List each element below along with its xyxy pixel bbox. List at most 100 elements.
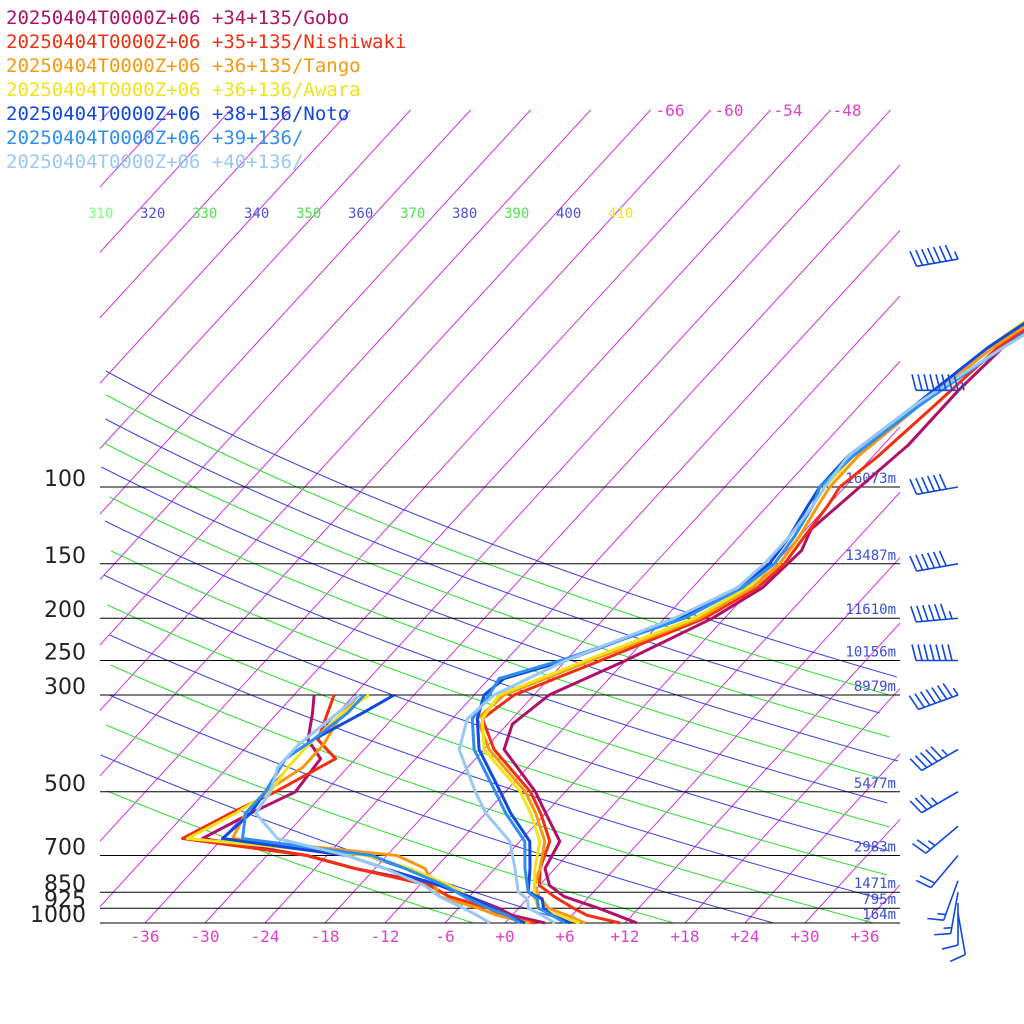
wind-barb-flag xyxy=(927,917,944,922)
wind-barb-flag xyxy=(934,932,951,936)
dewpoint-profiles xyxy=(181,693,546,925)
legend-entry: 20250404T0000Z+06 +40+136/ xyxy=(6,151,303,173)
wind-barb-flag xyxy=(936,685,948,700)
pressure-label: 100 xyxy=(44,467,86,492)
temperature-line xyxy=(502,330,1024,925)
height-label: 13487m xyxy=(845,548,896,564)
isotherm-line xyxy=(504,491,901,924)
legend-entry: 20250404T0000Z+06 +35+135/Nishiwaki xyxy=(6,31,406,53)
wind-barb-flag xyxy=(923,374,929,391)
wind-barb-flag xyxy=(935,374,941,391)
isotherm-line xyxy=(864,884,901,924)
isotherm-line xyxy=(99,109,591,646)
wind-barb-flag xyxy=(953,374,959,391)
wind-barb-flag xyxy=(941,944,959,950)
wind-barb-flag xyxy=(914,797,928,811)
isotherm-line xyxy=(99,109,831,907)
temperature-tick-label: +36 xyxy=(851,927,880,946)
dry-adiabat-line xyxy=(105,418,880,714)
wind-barb-flag xyxy=(938,550,947,567)
isotherm-line xyxy=(99,109,711,777)
legend-entry: 20250404T0000Z+06 +34+135/Gobo xyxy=(6,7,349,29)
wind-barb-flag xyxy=(926,475,936,492)
dry-adiabat-line xyxy=(106,790,474,924)
wind-barb-flag xyxy=(929,644,935,661)
wind-barb-flag xyxy=(932,551,942,568)
theta-label: 400 xyxy=(556,206,581,222)
pressure-label: 1000 xyxy=(30,903,86,928)
temperature-profiles xyxy=(457,320,1024,925)
dry-adiabat-line xyxy=(100,754,574,924)
wind-barb-flag xyxy=(917,374,923,391)
isotherm-line xyxy=(99,109,351,384)
wind-barb xyxy=(911,644,958,662)
height-label: 10156m xyxy=(845,645,896,661)
wind-barb-staff xyxy=(930,854,959,889)
wind-barb-flag xyxy=(921,476,930,493)
wind-barb-flag xyxy=(923,644,929,661)
isotherm-line xyxy=(324,295,901,924)
wind-barb-flag xyxy=(911,644,917,661)
temperature-tick-label: -12 xyxy=(371,927,400,946)
wind-barb-flag xyxy=(909,800,923,814)
wind-barb-flag xyxy=(919,752,933,766)
wind-barb xyxy=(909,791,959,814)
wind-barb xyxy=(909,746,959,772)
dry-adiabat-line xyxy=(110,664,874,924)
pressure-label: 250 xyxy=(44,641,86,666)
dry-adiabat-line xyxy=(105,370,897,678)
isotherm-line xyxy=(99,109,471,515)
temperature-line xyxy=(470,331,1024,925)
temperature-tick-label: +12 xyxy=(611,927,640,946)
legend-entry: 20250404T0000Z+06 +39+136/ xyxy=(6,127,303,149)
isotherm-label: -66 xyxy=(656,101,685,120)
wind-barb-flag xyxy=(916,605,923,622)
wind-barb xyxy=(934,892,959,936)
dry-adiabat-lines xyxy=(100,370,899,924)
wind-barb-flag xyxy=(931,687,942,702)
temperature-tick-label: +24 xyxy=(731,927,760,946)
height-label: 11610m xyxy=(845,602,896,618)
wind-barb xyxy=(910,603,959,623)
wind-barb-flag xyxy=(947,644,953,661)
wind-barb-flag xyxy=(939,603,947,620)
wind-barb-half-flag xyxy=(948,610,953,620)
wind-barb-half-flag xyxy=(961,382,965,391)
wind-barb-flag xyxy=(929,374,935,391)
temperature-tick-label: +18 xyxy=(671,927,700,946)
wind-barb-flag xyxy=(914,693,925,708)
theta-label: 350 xyxy=(296,206,321,222)
isotherm-line xyxy=(204,164,901,924)
wind-barb-staff xyxy=(942,880,959,921)
wind-barb xyxy=(915,854,959,889)
wind-barb-half-flag xyxy=(952,687,959,696)
wind-barb-flag xyxy=(927,604,935,621)
wind-barb-half-flag xyxy=(941,749,949,757)
temperature-tick-label: +6 xyxy=(555,927,574,946)
wind-barb-flag xyxy=(909,758,923,772)
dry-adiabat-line xyxy=(109,634,882,900)
wind-barb xyxy=(912,825,959,854)
wind-barb-flag xyxy=(925,749,938,763)
wind-barb-flag xyxy=(919,875,936,884)
wind-barb-flag xyxy=(932,246,942,263)
pressure-label: 300 xyxy=(44,675,86,700)
wind-barb-staff xyxy=(916,258,959,268)
isotherm-line xyxy=(99,109,771,842)
isotherm-line xyxy=(99,109,651,711)
wind-barb-half-flag xyxy=(953,251,959,260)
pressure-label: 925 xyxy=(44,888,86,913)
wind-barb-half-flag xyxy=(937,912,946,916)
dry-adiabat-line xyxy=(104,520,888,804)
pressure-label: 200 xyxy=(44,598,86,623)
isotherm-line xyxy=(99,109,231,253)
wind-barb-flag xyxy=(917,644,923,661)
wind-barb-flag xyxy=(908,695,920,710)
temperature-tick-label: +30 xyxy=(791,927,820,946)
height-label: 164m xyxy=(862,907,896,923)
wind-barb xyxy=(941,903,959,950)
wind-barb-flag xyxy=(915,249,924,266)
wind-barb-flag xyxy=(909,250,918,267)
isotherm-line xyxy=(99,109,171,188)
wind-barb-flag xyxy=(938,473,947,490)
